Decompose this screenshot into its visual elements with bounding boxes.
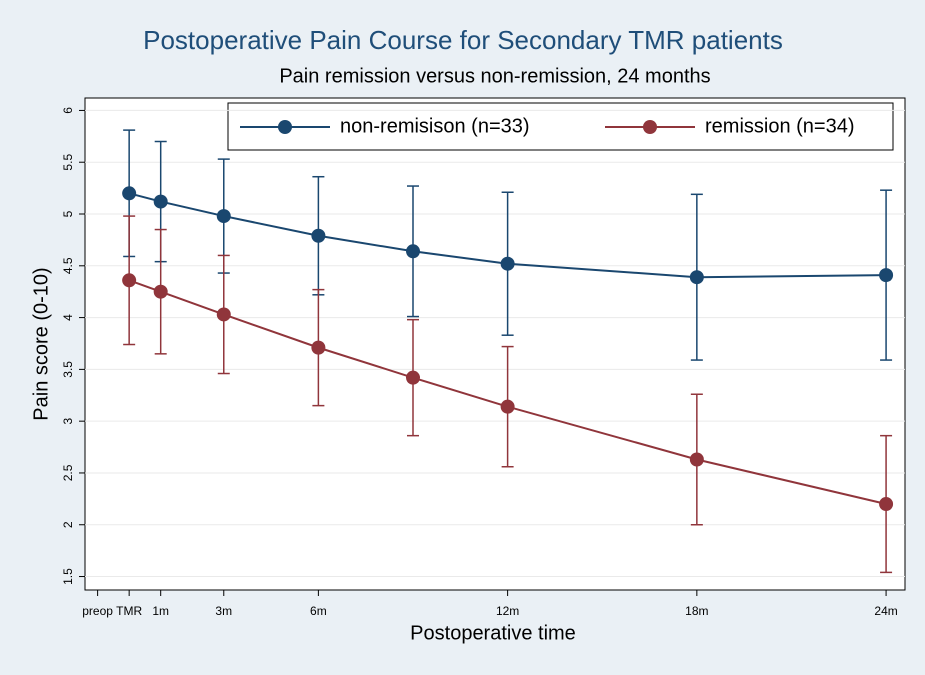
y-tick-label: 3.5 <box>61 361 75 378</box>
x-tick-label: 24m <box>874 604 897 618</box>
legend-label: non-remisison (n=33) <box>340 115 530 137</box>
x-tick-label: 3m <box>215 604 232 618</box>
point <box>500 399 515 414</box>
y-axis-label: Pain score (0-10) <box>30 267 52 420</box>
y-tick-label: 2.5 <box>61 464 75 481</box>
legend-marker <box>278 120 292 134</box>
x-tick-label: 12m <box>496 604 519 618</box>
point <box>311 340 326 355</box>
chart-title: Postoperative Pain Course for Secondary … <box>143 25 783 55</box>
y-tick-label: 5.5 <box>61 154 75 171</box>
point <box>689 270 704 285</box>
point <box>216 209 231 224</box>
series-line <box>128 279 887 506</box>
x-tick-label: 1m <box>152 604 169 618</box>
y-tick-label: 2 <box>61 521 75 528</box>
x-tick-label: 18m <box>685 604 708 618</box>
y-tick-label: 3 <box>61 418 75 425</box>
x-tick-label: TMR <box>116 604 142 618</box>
point <box>406 370 420 385</box>
chart-subtitle: Pain remission versus non-remission, 24 … <box>279 65 710 87</box>
legend-marker <box>643 120 657 134</box>
y-tick-label: 6 <box>61 107 75 114</box>
point <box>500 256 515 271</box>
point <box>122 273 137 288</box>
point <box>153 284 168 299</box>
point <box>879 268 894 283</box>
point <box>311 228 326 243</box>
legend-label: remission (n=34) <box>705 115 855 137</box>
y-tick-label: 4.5 <box>61 257 75 274</box>
x-tick-label: 6m <box>310 604 327 618</box>
point <box>879 497 894 512</box>
y-tick-label: 1.5 <box>61 568 75 585</box>
point <box>689 452 704 467</box>
point <box>122 186 137 201</box>
x-tick-label: preop <box>82 604 113 618</box>
y-tick-label: 5 <box>61 210 75 217</box>
series-line <box>128 192 887 279</box>
y-tick-label: 4 <box>61 314 75 321</box>
plot-area <box>84 97 906 591</box>
point <box>406 244 420 259</box>
x-axis-label: Postoperative time <box>410 622 576 644</box>
point <box>216 307 231 322</box>
point <box>153 194 168 209</box>
